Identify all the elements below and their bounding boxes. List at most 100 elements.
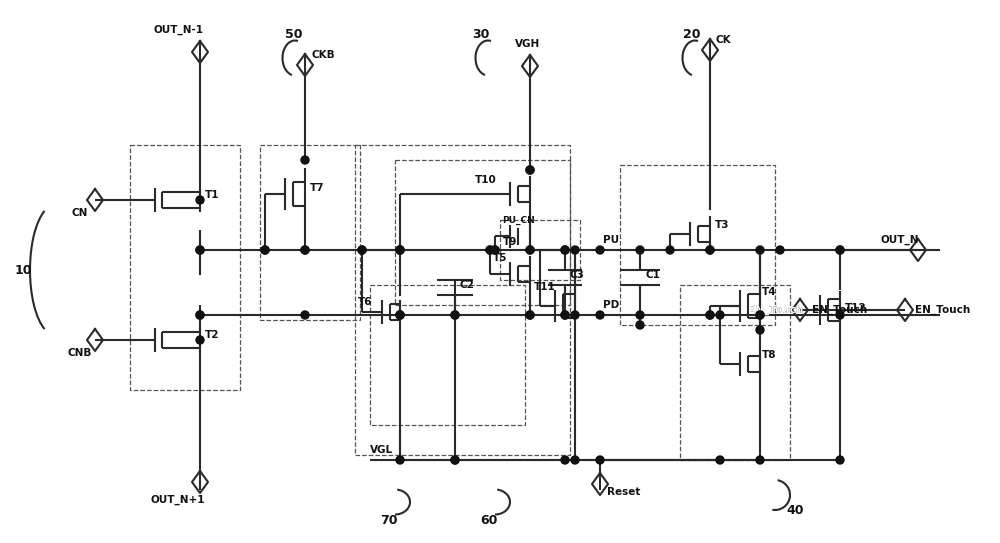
Circle shape [706, 246, 714, 254]
Circle shape [196, 246, 204, 254]
Bar [355, 145, 570, 455]
Text: OUT_N-1: OUT_N-1 [153, 25, 203, 35]
Circle shape [636, 246, 644, 254]
Text: EN_Touch: EN_Touch [748, 305, 803, 315]
Circle shape [396, 246, 404, 254]
Text: T6: T6 [358, 297, 372, 307]
Text: T1: T1 [205, 190, 220, 200]
Circle shape [706, 311, 714, 319]
Text: VGH: VGH [515, 39, 540, 49]
Text: 20: 20 [683, 28, 700, 41]
Text: VGL: VGL [370, 445, 393, 455]
Circle shape [301, 156, 309, 164]
Bar [370, 285, 525, 425]
Text: CN: CN [72, 208, 88, 218]
Circle shape [561, 456, 569, 464]
Circle shape [836, 246, 844, 254]
Circle shape [756, 456, 764, 464]
Text: T11: T11 [534, 282, 556, 292]
Text: T12: T12 [845, 303, 867, 313]
Text: 50: 50 [285, 28, 302, 41]
Text: T10: T10 [475, 175, 497, 185]
Circle shape [716, 456, 724, 464]
Circle shape [756, 246, 764, 254]
Circle shape [486, 246, 494, 254]
Text: 10: 10 [15, 263, 32, 276]
Circle shape [396, 311, 404, 319]
Text: T5: T5 [493, 253, 508, 263]
Text: PD: PD [603, 300, 619, 310]
Circle shape [836, 246, 844, 254]
Circle shape [196, 246, 204, 254]
Bar [620, 165, 775, 325]
Circle shape [636, 311, 644, 319]
Text: CKB: CKB [312, 50, 336, 60]
Circle shape [261, 246, 269, 254]
Text: Reset: Reset [607, 487, 640, 497]
Text: OUT_N+1: OUT_N+1 [151, 495, 205, 505]
Circle shape [596, 456, 604, 464]
Circle shape [561, 311, 569, 319]
Text: PU: PU [603, 235, 619, 245]
Circle shape [526, 166, 534, 174]
Circle shape [396, 311, 404, 319]
Text: T2: T2 [205, 330, 220, 340]
Circle shape [756, 311, 764, 319]
Circle shape [196, 311, 204, 319]
Text: OUT_N: OUT_N [881, 235, 919, 245]
Circle shape [526, 311, 534, 319]
Circle shape [451, 456, 459, 464]
Bar [130, 145, 240, 390]
Text: CNB: CNB [68, 348, 92, 358]
Circle shape [561, 246, 569, 254]
Circle shape [486, 246, 494, 254]
Text: C2: C2 [460, 280, 475, 290]
Circle shape [451, 311, 459, 319]
Bar [500, 220, 580, 280]
Circle shape [776, 246, 784, 254]
Text: CK: CK [716, 35, 732, 45]
Text: EN_Touch: EN_Touch [812, 305, 867, 315]
Circle shape [451, 311, 459, 319]
Text: T9: T9 [503, 237, 517, 247]
Text: PU_CN: PU_CN [502, 216, 535, 225]
Circle shape [636, 321, 644, 329]
Circle shape [301, 246, 309, 254]
Circle shape [491, 246, 499, 254]
Circle shape [491, 246, 499, 254]
Bar [395, 160, 570, 305]
Circle shape [396, 311, 404, 319]
Circle shape [756, 311, 764, 319]
Circle shape [666, 246, 674, 254]
Circle shape [301, 311, 309, 319]
Circle shape [526, 166, 534, 174]
Circle shape [526, 246, 534, 254]
Circle shape [196, 196, 204, 204]
Circle shape [196, 336, 204, 344]
Circle shape [196, 311, 204, 319]
Circle shape [561, 311, 569, 319]
Text: C1: C1 [645, 270, 660, 280]
Text: T3: T3 [715, 220, 730, 230]
Circle shape [836, 311, 844, 319]
Circle shape [526, 311, 534, 319]
Text: 30: 30 [472, 28, 489, 41]
Circle shape [358, 246, 366, 254]
Circle shape [396, 246, 404, 254]
Text: T8: T8 [762, 350, 776, 360]
Text: EN_Touch: EN_Touch [748, 305, 854, 315]
Circle shape [526, 246, 534, 254]
Circle shape [836, 456, 844, 464]
Circle shape [571, 246, 579, 254]
Text: 60: 60 [480, 514, 497, 527]
Circle shape [396, 456, 404, 464]
Text: EN_Touch: EN_Touch [915, 305, 970, 315]
Circle shape [716, 311, 724, 319]
Circle shape [396, 246, 404, 254]
Circle shape [706, 246, 714, 254]
Circle shape [301, 246, 309, 254]
Bar [680, 285, 790, 460]
Circle shape [451, 456, 459, 464]
Circle shape [706, 311, 714, 319]
Text: T4: T4 [762, 287, 777, 297]
